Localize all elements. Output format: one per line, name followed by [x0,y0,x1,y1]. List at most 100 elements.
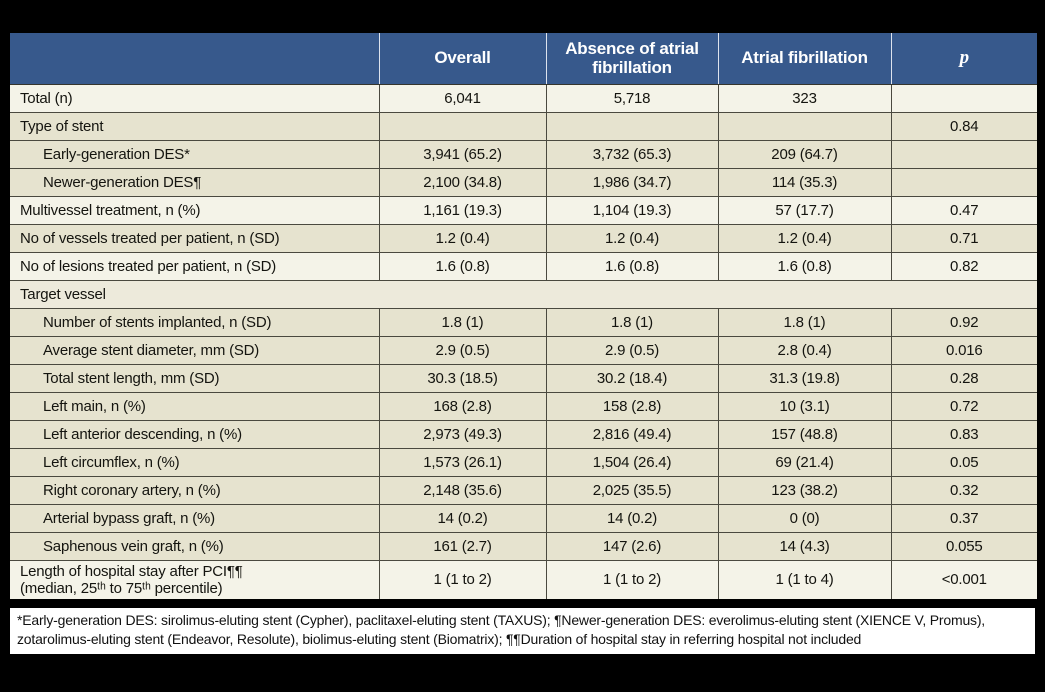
cell-atrial-fibrillation: 69 (21.4) [717,447,892,477]
cell-overall: 2.9 (0.5) [378,335,547,365]
cell-overall: 30.3 (18.5) [378,363,547,393]
cell-absence-af: 1.2 (0.4) [545,223,719,253]
row-label: Type of stent [8,111,380,141]
row-label: Total (n) [8,83,380,113]
cell-absence-af: 30.2 (18.4) [545,363,719,393]
table-row: Total stent length, mm (SD) 30.3 (18.5) 30… [8,363,1039,393]
cell-p: 0.47 [890,195,1039,225]
cell-p [890,139,1039,169]
column-header-overall: Overall [378,32,546,85]
cell-overall: 3,941 (65.2) [378,139,547,169]
table-row: No of lesions treated per patient, n (SD… [8,251,1039,281]
row-label: Arterial bypass graft, n (%) [8,503,380,533]
cell-atrial-fibrillation: 31.3 (19.8) [717,363,892,393]
cell-overall: 1.6 (0.8) [378,251,547,281]
column-header-atrial-fibrillation: Atrial fibrillation [717,32,891,85]
table-row: Left anterior descending, n (%) 2,973 (49… [8,419,1039,449]
row-label: Right coronary artery, n (%) [8,475,380,505]
row-label: Number of stents implanted, n (SD) [8,307,380,337]
cell-p: 0.82 [890,251,1039,281]
row-label: No of lesions treated per patient, n (SD… [8,251,380,281]
column-header-absence-af: Absence of atrial fibrillation [545,32,718,85]
column-header-p: p [890,32,1038,85]
cell-atrial-fibrillation: 1.8 (1) [717,307,892,337]
cell-p: 0.83 [890,419,1039,449]
cell-atrial-fibrillation: 157 (48.8) [717,419,892,449]
row-label: Multivessel treatment, n (%) [8,195,380,225]
table-row: Left circumflex, n (%) 1,573 (26.1) 1,504 … [8,447,1039,477]
row-label: Early-generation DES* [8,139,380,169]
cell-absence-af: 3,732 (65.3) [545,139,719,169]
cell-overall: 1 (1 to 2) [378,559,547,600]
cell-absence-af: 14 (0.2) [545,503,719,533]
row-label: Saphenous vein graft, n (%) [8,531,380,561]
row-label: Left anterior descending, n (%) [8,419,380,449]
table-row: No of vessels treated per patient, n (SD… [8,223,1039,253]
cell-overall: 161 (2.7) [378,531,547,561]
cell-atrial-fibrillation: 10 (3.1) [717,391,892,421]
table-row: Type of stent 0.84 [8,111,1039,141]
cell-p: 0.016 [890,335,1039,365]
cell-absence-af: 1,986 (34.7) [545,167,719,197]
row-label: No of vessels treated per patient, n (SD… [8,223,380,253]
cell-p: 0.71 [890,223,1039,253]
cell-absence-af: 2,816 (49.4) [545,419,719,449]
cell-atrial-fibrillation: 57 (17.7) [717,195,892,225]
row-label: Left main, n (%) [8,391,380,421]
cell-overall: 1,573 (26.1) [378,447,547,477]
table-row: Newer-generation DES¶ 2,100 (34.8) 1,986 (… [8,167,1039,197]
table-row: Saphenous vein graft, n (%) 161 (2.7) 147 … [8,531,1039,561]
cell-atrial-fibrillation: 209 (64.7) [717,139,892,169]
cell-atrial-fibrillation: 1.6 (0.8) [717,251,892,281]
table-row: Multivessel treatment, n (%) 1,161 (19.3)… [8,195,1039,225]
footnote-text: *Early-generation DES: sirolimus-eluting… [17,611,985,648]
cell-atrial-fibrillation: 114 (35.3) [717,167,892,197]
cell-overall: 2,973 (49.3) [378,419,547,449]
cell-p: 0.72 [890,391,1039,421]
cell-p: 0.32 [890,475,1039,505]
cell-atrial-fibrillation: 0 (0) [717,503,892,533]
table-row: Left main, n (%) 168 (2.8) 158 (2.8) 10 (3.… [8,391,1039,421]
table-row: Total (n) 6,041 5,718 323 [8,83,1039,113]
cell-absence-af: 2.9 (0.5) [545,335,719,365]
cell-p: 0.37 [890,503,1039,533]
cell-overall [378,111,547,141]
cell-overall: 6,041 [378,83,547,113]
row-label: Length of hospital stay after PCI¶¶ (medi… [8,559,380,600]
cell-absence-af: 2,025 (35.5) [545,475,719,505]
cell-atrial-fibrillation: 123 (38.2) [717,475,892,505]
cell-overall: 2,100 (34.8) [378,167,547,197]
cell-p: <0.001 [890,559,1039,600]
row-label: Newer-generation DES¶ [8,167,380,197]
cell-overall: 2,148 (35.6) [378,475,547,505]
table-row: Target vessel [8,279,1039,309]
table-row: Length of hospital stay after PCI¶¶ (medi… [8,559,1039,600]
column-header-label [9,32,379,85]
cell-atrial-fibrillation: 1 (1 to 4) [717,559,892,600]
cell-absence-af: 5,718 [545,83,719,113]
cell-p: 0.84 [890,111,1039,141]
cell-p: 0.05 [890,447,1039,477]
cell-absence-af: 158 (2.8) [545,391,719,421]
characteristics-table: Overall Absence of atrial fibrillation A… [8,31,1039,601]
row-label-line2: (median, 25ᵗʰ to 75ᵗʰ percentile) [20,579,223,597]
cell-absence-af: 1,104 (19.3) [545,195,719,225]
table-row: Right coronary artery, n (%) 2,148 (35.6)… [8,475,1039,505]
cell-absence-af: 1.8 (1) [545,307,719,337]
cell-p [890,167,1039,197]
row-label: Target vessel [8,279,1039,309]
cell-p: 0.28 [890,363,1039,393]
table-row: Average stent diameter, mm (SD) 2.9 (0.5)… [8,335,1039,365]
row-label: Left circumflex, n (%) [8,447,380,477]
cell-atrial-fibrillation: 2.8 (0.4) [717,335,892,365]
cell-overall: 1.2 (0.4) [378,223,547,253]
table-row: Arterial bypass graft, n (%) 14 (0.2) 14 (… [8,503,1039,533]
footnote-box: *Early-generation DES: sirolimus-eluting… [8,605,1037,657]
cell-absence-af: 1,504 (26.4) [545,447,719,477]
table-row: Early-generation DES* 3,941 (65.2) 3,732 (… [8,139,1039,169]
cell-p: 0.055 [890,531,1039,561]
table-row: Number of stents implanted, n (SD) 1.8 (1… [8,307,1039,337]
cell-atrial-fibrillation [717,111,892,141]
row-label: Total stent length, mm (SD) [8,363,380,393]
